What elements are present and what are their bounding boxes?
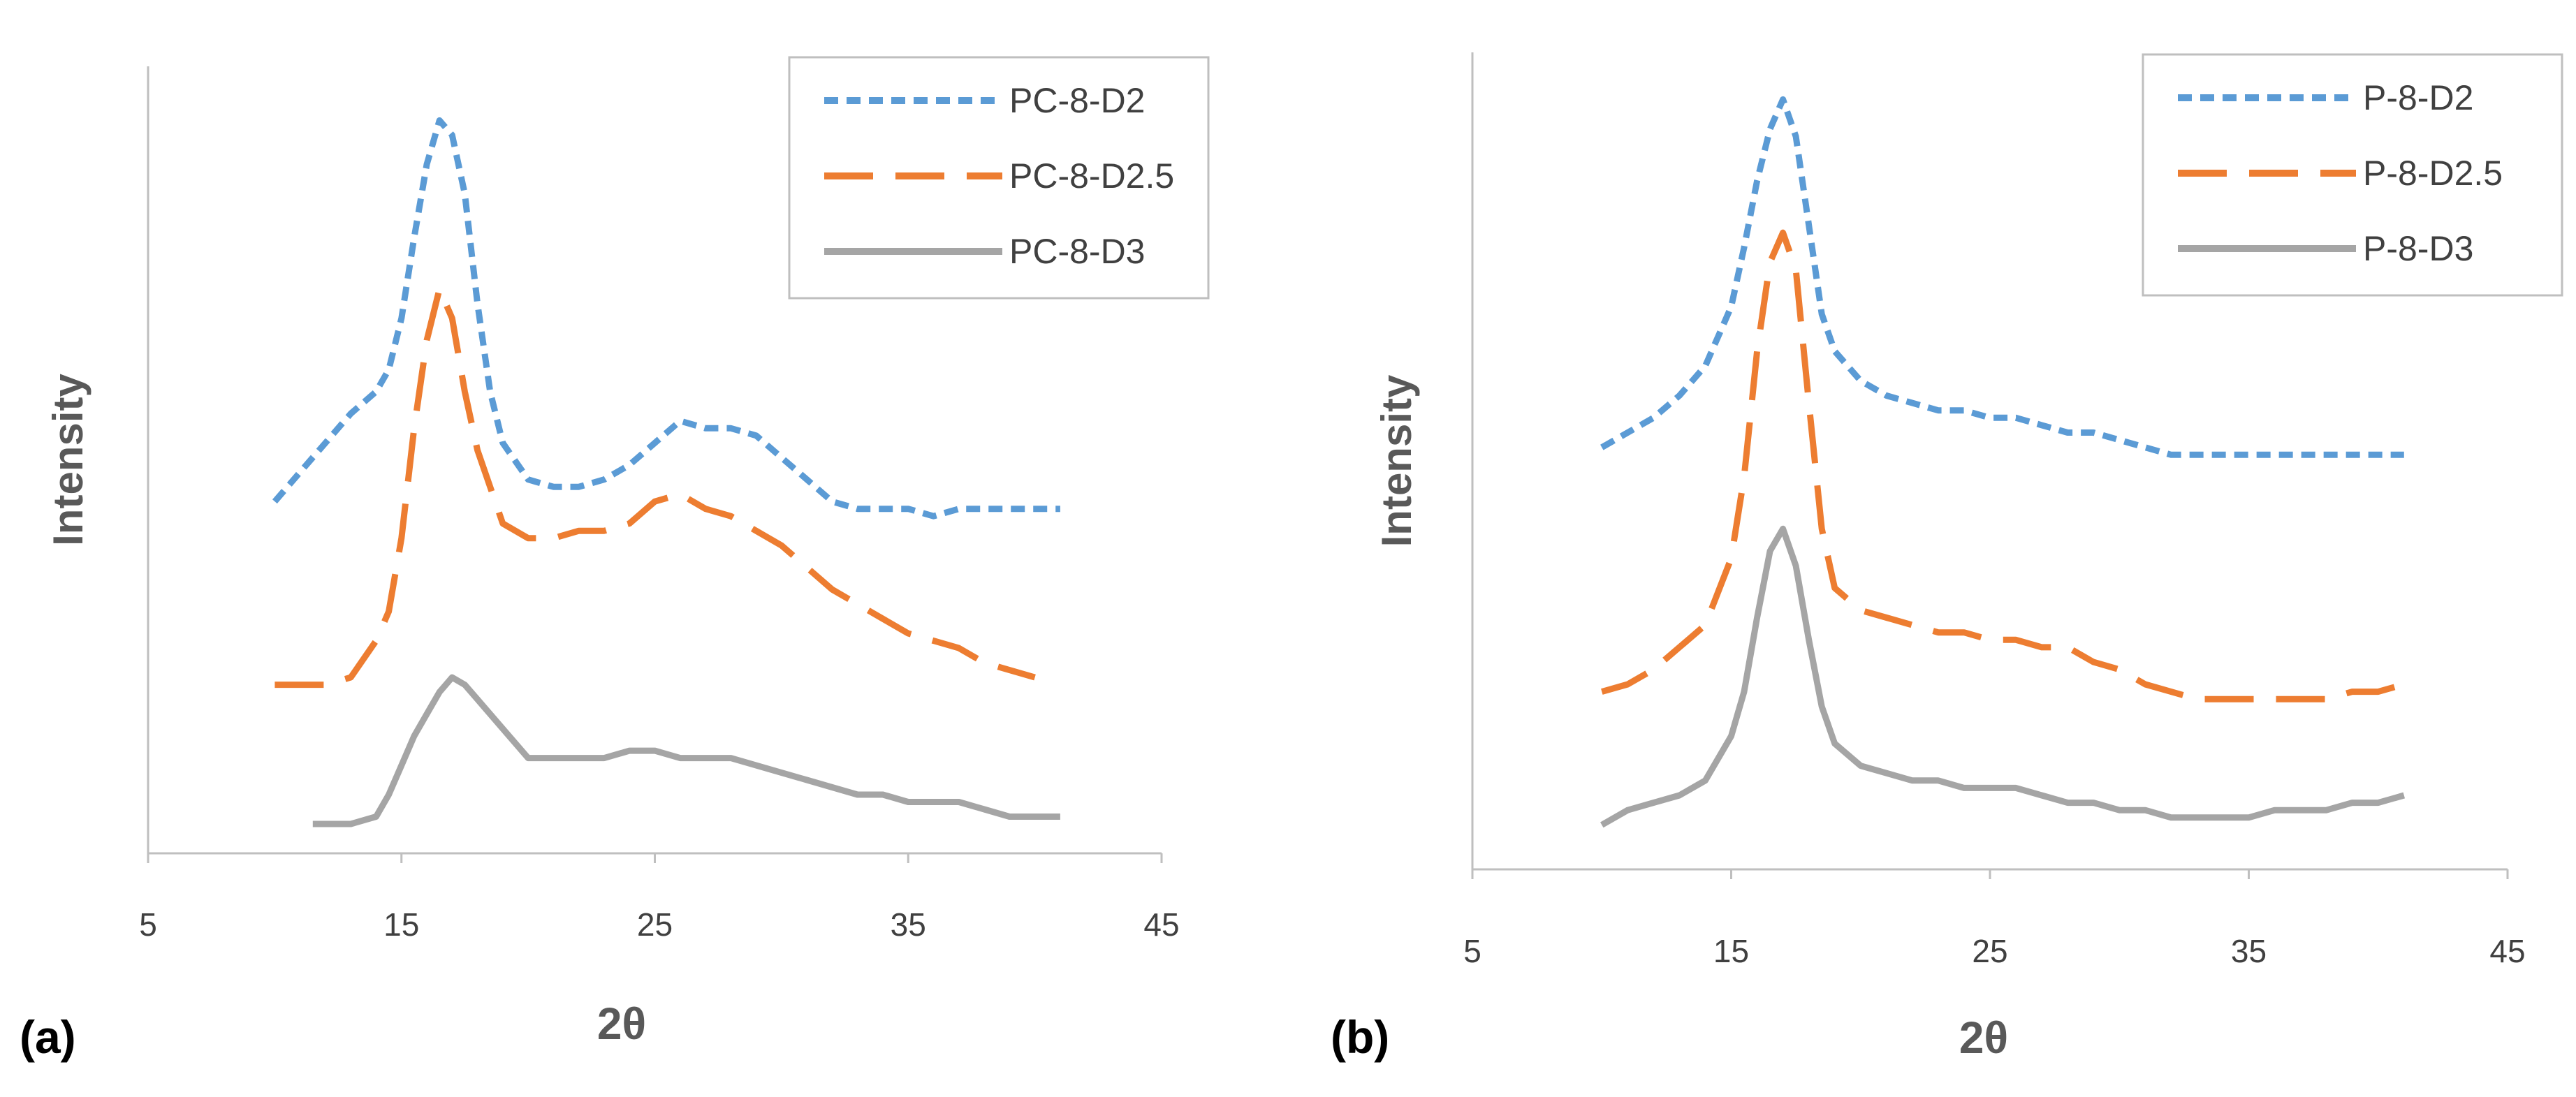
x-tick-label: 25 <box>637 906 673 943</box>
legend-entry: PC-8-D2 <box>1009 81 1145 120</box>
series-line-3 <box>312 674 1060 827</box>
chart-panel-b: (b) 5 15 25 35 45Intensity2θP-8-D2P-8-D2.5P-… <box>1331 52 2563 1063</box>
y-axis-label: Intensity <box>45 374 92 546</box>
legend-entry: P-8-D3 <box>2363 229 2473 268</box>
series-line-2 <box>1601 229 2406 702</box>
x-tick-label: 15 <box>383 906 419 943</box>
x-tick-label: 25 <box>1972 933 2007 969</box>
legend-entry: P-8-D2.5 <box>2363 154 2503 193</box>
x-axis-label: 2θ <box>1959 1013 2008 1063</box>
y-axis-label: Intensity <box>1373 374 1420 547</box>
x-tick-label: 45 <box>1143 906 1179 943</box>
x-tick-label: 35 <box>891 906 926 943</box>
series-line-3 <box>1600 525 2406 828</box>
series-line-1 <box>272 117 1060 520</box>
x-tick-label: 35 <box>2231 933 2267 969</box>
x-tick-label: 5 <box>139 906 157 943</box>
panel-label-a: (a) <box>20 1011 76 1063</box>
panel-label-b: (b) <box>1331 1011 1389 1063</box>
legend-entry: PC-8-D3 <box>1009 232 1145 271</box>
legend: PC-8-D2 PC-8-D2.5 PC-8-D3 <box>788 56 1210 300</box>
legend-entry: PC-8-D2.5 <box>1009 156 1174 196</box>
chart-panel-a: (a) 5 15 25 35 45 Intensity 2θ PC-8-D2 PC-8-D2.5… <box>20 56 1210 1063</box>
x-tick-label: 15 <box>1713 933 1749 969</box>
series-line-1 <box>1600 96 2404 458</box>
series-line-2 <box>275 286 1036 689</box>
legend-entry: P-8-D2 <box>2363 78 2473 117</box>
x-tick-label: 5 <box>1463 933 1481 969</box>
x-tick-label: 45 <box>2489 933 2525 969</box>
x-axis-label: 2θ <box>597 999 646 1049</box>
legend: P-8-D2 P-8-D2.5 P-8-D3 <box>2142 53 2563 297</box>
